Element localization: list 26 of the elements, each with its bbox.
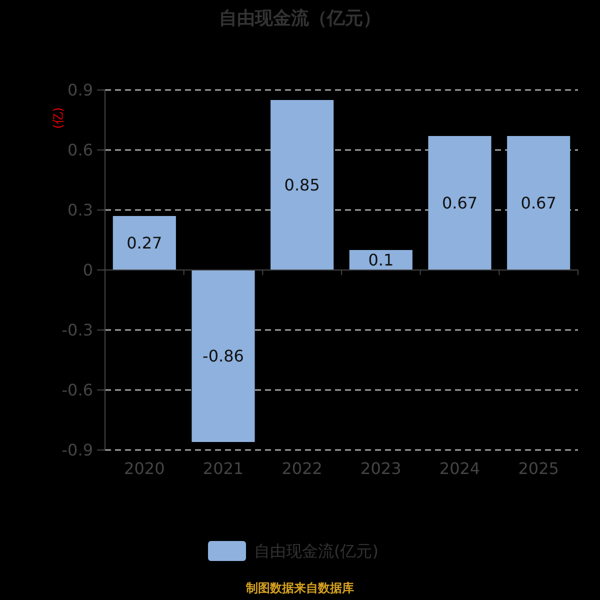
x-tick-label: 2021 [202, 459, 244, 478]
data-label: 0.67 [442, 194, 478, 213]
bar [507, 136, 570, 270]
x-tick-label: 2024 [439, 459, 480, 478]
data-label: 0.67 [520, 194, 556, 213]
y-axis-title: (亿) [51, 107, 65, 129]
y-tick-label: 0.3 [68, 200, 93, 220]
y-tick-label: 0 [82, 260, 93, 280]
bar [112, 216, 176, 270]
y-tick-label: 0.6 [68, 140, 93, 160]
y-tick-label: -0.6 [62, 380, 93, 400]
x-tick-label: 2022 [282, 459, 322, 478]
x-tick-label: 2023 [360, 459, 402, 478]
bar [428, 136, 492, 270]
data-label: 0.85 [284, 176, 320, 195]
bar [192, 270, 255, 442]
y-tick-label: 0.9 [68, 80, 93, 100]
y-tick-label: -0.9 [62, 440, 93, 460]
data-label: 0.27 [126, 234, 162, 253]
y-tick-label: -0.3 [62, 320, 93, 340]
data-label: -0.86 [202, 346, 244, 366]
text: 制图数据来自数据库 [245, 581, 354, 595]
x-tick-label: 2025 [518, 459, 559, 478]
bar [270, 100, 334, 270]
data-label: 0.1 [368, 250, 394, 270]
x-tick-label: 2020 [124, 459, 165, 478]
